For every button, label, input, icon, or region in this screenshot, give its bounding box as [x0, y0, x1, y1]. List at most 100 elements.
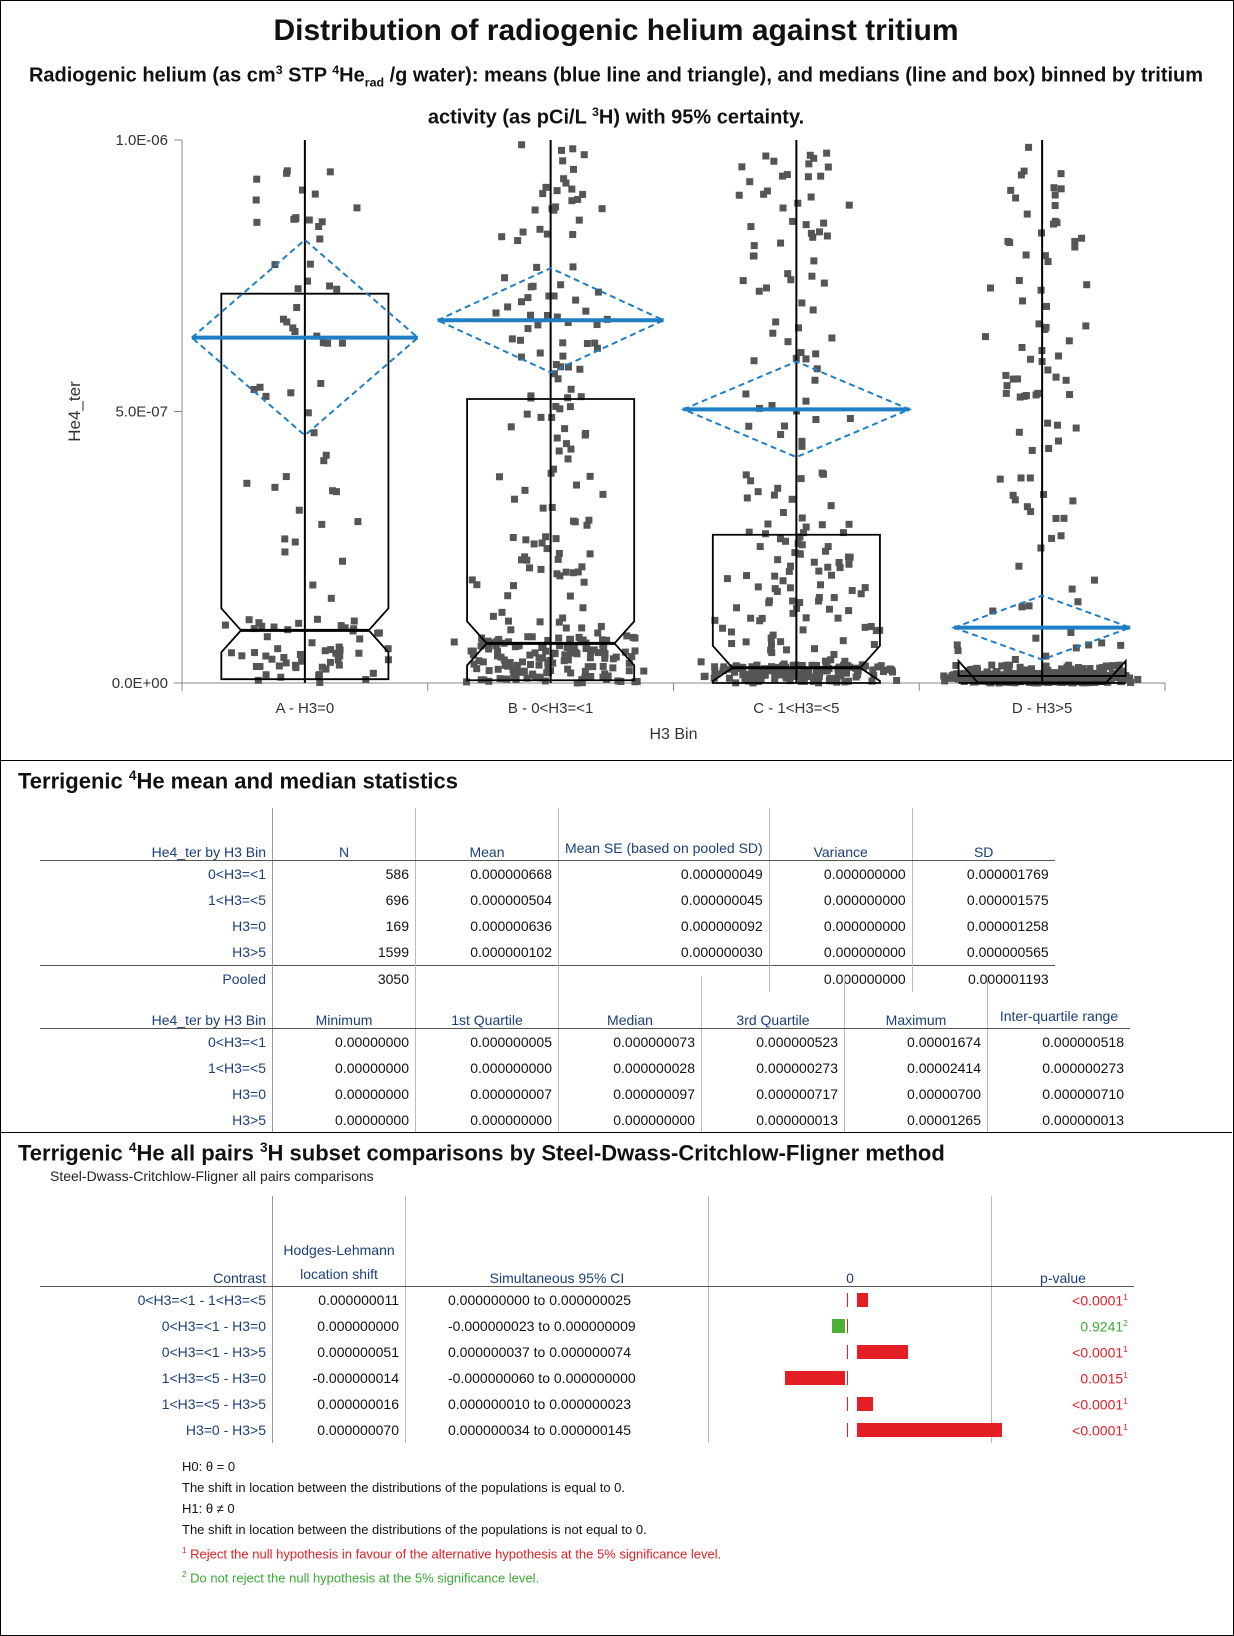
p-value: <0.00011 — [992, 1339, 1135, 1365]
data-point — [765, 599, 773, 607]
table-cell: 0.000000102 — [415, 939, 559, 966]
data-point — [783, 674, 791, 682]
data-point — [1098, 639, 1106, 647]
data-point — [590, 646, 598, 654]
data-point — [309, 581, 317, 589]
data-point — [562, 624, 570, 632]
data-point — [810, 558, 818, 566]
data-point — [520, 667, 528, 675]
ci-high: 0.000000145 — [549, 1422, 631, 1438]
data-point — [796, 550, 804, 558]
table-cell: 169 — [272, 913, 416, 939]
table-cell: 0.000000030 — [558, 939, 770, 966]
data-point — [796, 599, 804, 607]
data-point — [633, 677, 641, 685]
data-point — [559, 157, 567, 165]
data-point — [564, 394, 572, 402]
data-point — [555, 549, 563, 557]
data-point — [292, 215, 300, 223]
data-point — [579, 190, 587, 198]
data-point — [845, 520, 853, 528]
data-point — [586, 472, 594, 480]
data-point — [324, 339, 332, 347]
data-point — [1053, 421, 1061, 429]
data-point — [505, 638, 513, 646]
data-point — [251, 649, 259, 657]
data-point — [1134, 675, 1142, 683]
data-point — [375, 629, 383, 637]
data-point — [557, 281, 565, 289]
data-point — [1053, 219, 1061, 227]
data-point — [573, 679, 581, 687]
data-point — [542, 533, 550, 541]
data-point — [512, 674, 520, 682]
x-tick-label: A - H3=0 — [275, 700, 334, 717]
data-point — [573, 481, 581, 489]
data-point — [711, 616, 719, 624]
data-point — [527, 311, 535, 319]
data-point — [756, 543, 764, 551]
data-point — [824, 163, 832, 171]
data-point — [784, 270, 792, 278]
data-point — [836, 564, 844, 572]
data-point — [562, 568, 570, 576]
data-point — [353, 204, 361, 212]
data-point — [1049, 220, 1057, 228]
data-point — [738, 163, 746, 171]
data-point — [1009, 670, 1017, 678]
data-point — [996, 475, 1004, 483]
data-point — [1011, 656, 1019, 664]
data-point — [304, 409, 312, 417]
data-point — [798, 541, 806, 549]
data-point — [1048, 534, 1056, 542]
data-point — [581, 431, 589, 439]
col-header: Mean — [415, 808, 559, 861]
data-point — [501, 274, 509, 282]
data-point — [294, 285, 302, 293]
median-stats-table: He4_ter by H3 Bin Minimum 1st Quartile M… — [40, 976, 1130, 1133]
data-point — [1065, 337, 1073, 345]
data-point — [295, 506, 303, 514]
data-point — [1011, 496, 1019, 504]
data-point — [306, 260, 314, 268]
data-point — [252, 196, 260, 204]
data-point — [720, 663, 728, 671]
data-point — [537, 565, 545, 573]
ci-high: 0.000000023 — [549, 1396, 631, 1412]
data-point — [554, 375, 562, 383]
data-point — [723, 575, 731, 583]
data-point — [575, 633, 583, 641]
data-point — [277, 673, 285, 681]
data-point — [524, 294, 532, 302]
data-point — [749, 252, 757, 260]
p-value: <0.00011 — [992, 1287, 1135, 1314]
data-point — [861, 584, 869, 592]
data-point — [742, 390, 750, 398]
table-row: 1<H3=<5 0.00000000 0.000000000 0.000000028 0… — [40, 1055, 1130, 1081]
data-point — [952, 662, 960, 670]
data-point — [870, 641, 878, 649]
data-point — [1007, 186, 1015, 194]
data-point — [1045, 444, 1053, 452]
data-point — [332, 649, 340, 657]
data-point — [812, 350, 820, 358]
data-point — [1044, 258, 1052, 266]
table-header-row: Contrast Hodges-Lehmann location shift S… — [40, 1196, 1134, 1287]
comparison-row: 1<H3=<5 - H3>5 0.000000016 0.000000010 to … — [40, 1391, 1134, 1417]
ci-sep: to — [529, 1344, 550, 1360]
data-point — [1066, 391, 1074, 399]
data-point — [1015, 428, 1023, 436]
data-point — [787, 562, 795, 570]
data-point — [1062, 376, 1070, 384]
table-cell: 0.000000000 — [769, 939, 913, 966]
table-row: H3>5 1599 0.000000102 0.000000030 0.00000000… — [40, 939, 1055, 966]
table-row: H3>5 0.00000000 0.000000000 0.000000000 0.00… — [40, 1107, 1130, 1133]
data-point — [1068, 670, 1076, 678]
data-point — [817, 172, 825, 180]
data-point — [841, 657, 849, 665]
table-cell: 696 — [272, 887, 416, 913]
data-point — [1010, 675, 1018, 683]
data-point — [335, 661, 343, 669]
data-point — [503, 675, 511, 683]
table-cell: 0.000000007 — [415, 1081, 559, 1107]
